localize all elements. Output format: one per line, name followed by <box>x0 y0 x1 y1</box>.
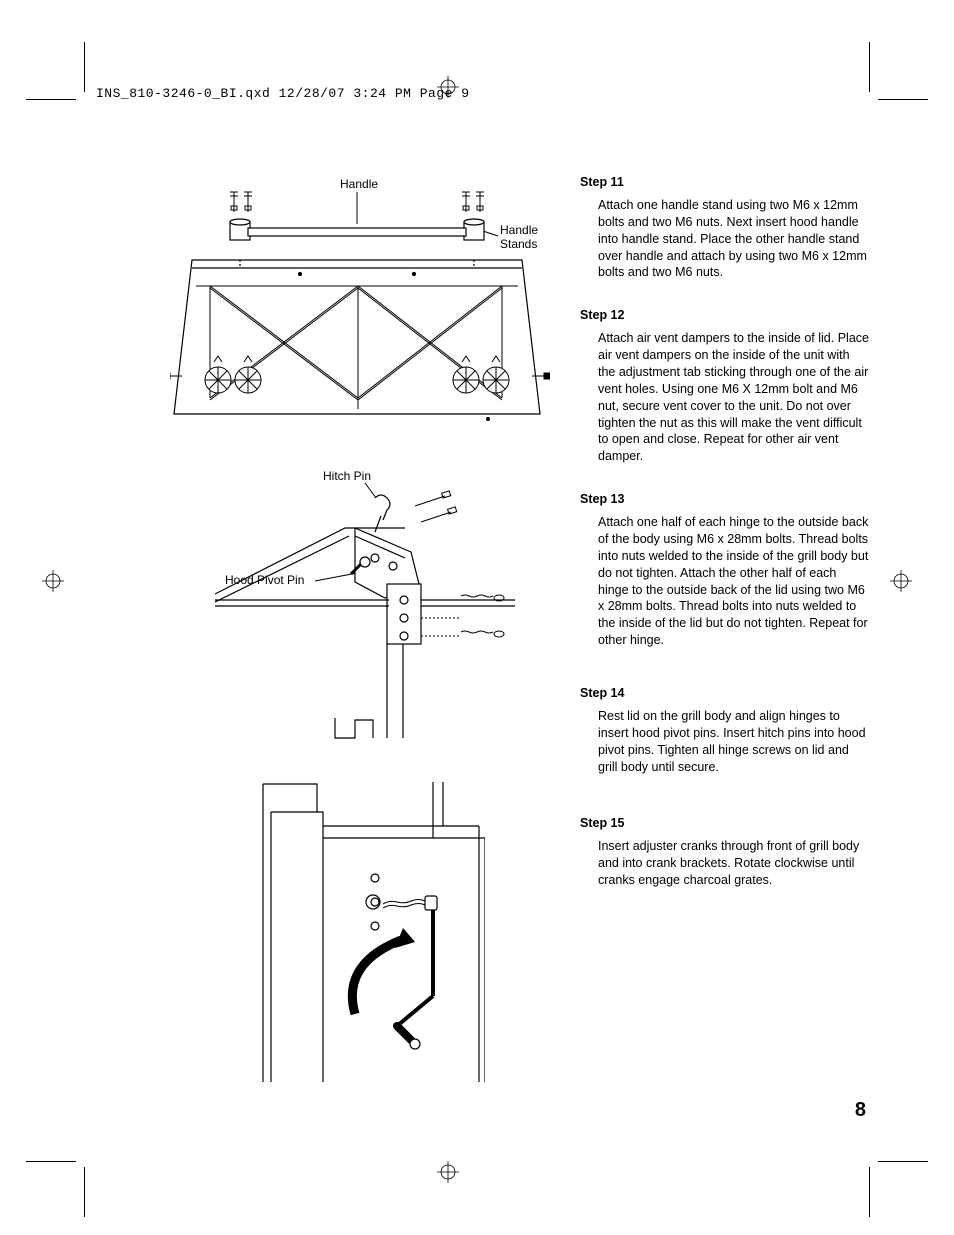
registration-mark-icon <box>42 570 64 592</box>
crop-mark <box>26 1161 76 1162</box>
label-hitch: Hitch Pin <box>323 469 371 483</box>
step-title: Step 13 <box>580 491 870 508</box>
step-body: Attach air vent dampers to the inside of… <box>580 330 870 465</box>
step-15: Step 15 Insert adjuster cranks through f… <box>580 815 870 889</box>
step-11: Step 11 Attach one handle stand using tw… <box>580 174 870 281</box>
header-text: INS_810-3246-0_BI.qxd 12/28/07 3:24 PM P… <box>96 86 470 101</box>
label-stands: Handle <box>500 223 538 237</box>
instructions-column: Step 11 Attach one handle stand using tw… <box>580 174 870 1116</box>
label-handle: Handle <box>340 177 378 191</box>
figure-step-13-14: Hitch Pin Hood Pivot Pin <box>170 468 550 748</box>
crop-mark <box>84 1167 85 1217</box>
step-title: Step 11 <box>580 174 870 191</box>
step-body: Insert adjuster cranks through front of … <box>580 838 870 889</box>
step-body: Rest lid on the grill body and align hin… <box>580 708 870 776</box>
crop-mark <box>878 1161 928 1162</box>
registration-mark-icon <box>437 1161 459 1183</box>
step-13: Step 13 Attach one half of each hinge to… <box>580 491 870 649</box>
crop-mark <box>26 99 76 100</box>
svg-text:Stands: Stands <box>500 237 537 251</box>
crop-mark <box>878 99 928 100</box>
figure-step-11-12: Handle Handle Stands <box>170 174 550 434</box>
step-title: Step 14 <box>580 685 870 702</box>
page-number: 8 <box>855 1099 866 1122</box>
crop-mark <box>869 42 870 92</box>
step-body: Attach one half of each hinge to the out… <box>580 514 870 649</box>
registration-mark-icon <box>437 76 459 98</box>
label-pivot: Hood Pivot Pin <box>225 573 304 587</box>
step-12: Step 12 Attach air vent dampers to the i… <box>580 307 870 465</box>
crop-mark <box>869 1167 870 1217</box>
page-content: Handle Handle Stands <box>170 174 870 1116</box>
crop-mark <box>84 42 85 92</box>
registration-mark-icon <box>890 570 912 592</box>
step-title: Step 15 <box>580 815 870 832</box>
figures-column: Handle Handle Stands <box>170 174 550 1116</box>
step-14: Step 14 Rest lid on the grill body and a… <box>580 685 870 775</box>
step-body: Attach one handle stand using two M6 x 1… <box>580 197 870 281</box>
step-title: Step 12 <box>580 307 870 324</box>
figure-step-15 <box>170 782 550 1082</box>
